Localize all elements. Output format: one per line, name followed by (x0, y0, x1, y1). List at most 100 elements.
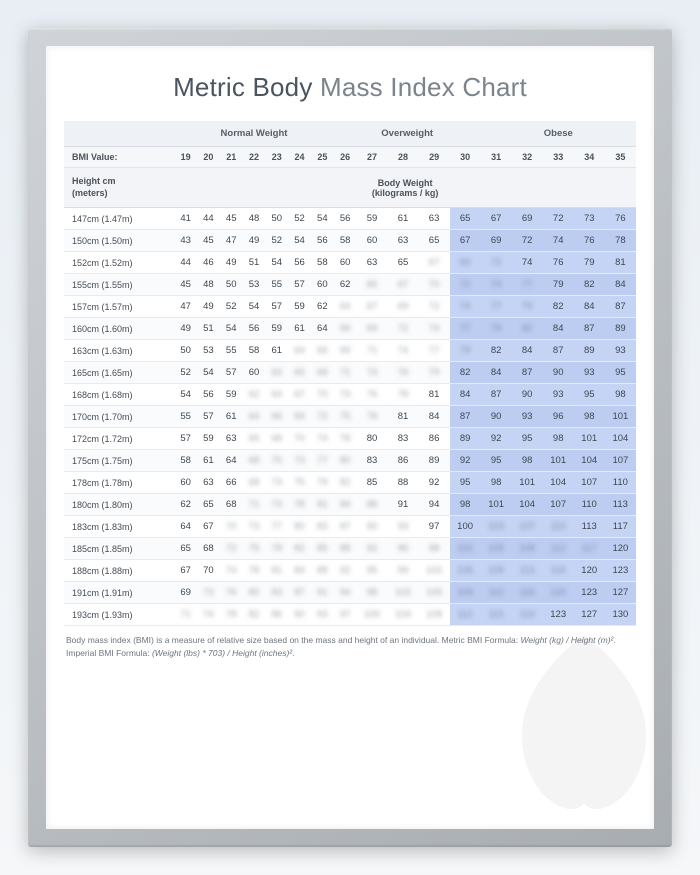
weight-cell: 75 (334, 406, 357, 428)
table-body: 147cm (1.47m)414445485052545659616365676… (64, 208, 636, 626)
weight-cell: 68 (265, 428, 288, 450)
weight-cell: 98 (481, 472, 512, 494)
weight-cell: 54 (197, 362, 220, 384)
weight-cell: 83 (265, 582, 288, 604)
weight-cell: 77 (311, 450, 334, 472)
weight-cell: 119 (512, 604, 543, 626)
weight-cell: 73 (243, 516, 266, 538)
weight-cell: 47 (174, 296, 197, 318)
weight-cell: 110 (543, 516, 574, 538)
weight-cell: 130 (605, 604, 636, 626)
weight-cell: 81 (388, 406, 419, 428)
weight-cell: 70 (220, 516, 243, 538)
weight-cell: 98 (450, 494, 481, 516)
height-cell: 183cm (1.83m) (64, 516, 174, 538)
weight-cell: 62 (334, 274, 357, 296)
weight-cell: 108 (512, 538, 543, 560)
weight-cell: 59 (288, 296, 311, 318)
weight-cell: 74 (419, 318, 450, 340)
weight-cell: 65 (450, 208, 481, 230)
weight-cell: 70 (197, 560, 220, 582)
table-row: 183cm (1.83m)646770737780838790939710010… (64, 516, 636, 538)
weight-cell: 80 (288, 516, 311, 538)
weight-cell: 112 (481, 582, 512, 604)
weight-cell: 78 (243, 560, 266, 582)
weight-cell: 83 (311, 516, 334, 538)
weight-cell: 64 (220, 450, 243, 472)
weight-cell: 60 (311, 274, 334, 296)
weight-cell: 63 (265, 362, 288, 384)
weight-cell: 127 (605, 582, 636, 604)
weight-cell: 82 (543, 296, 574, 318)
weight-cell: 74 (512, 252, 543, 274)
weight-cell: 82 (481, 340, 512, 362)
weight-cell: 69 (174, 582, 197, 604)
weight-cell: 97 (334, 604, 357, 626)
weight-cell: 120 (605, 538, 636, 560)
weight-cell: 88 (388, 472, 419, 494)
weight-cell: 88 (334, 538, 357, 560)
weight-cell: 87 (512, 362, 543, 384)
weight-cell: 84 (450, 384, 481, 406)
weight-cell: 107 (512, 516, 543, 538)
weight-cell: 74 (450, 296, 481, 318)
weight-cell: 53 (197, 340, 220, 362)
weight-cell: 82 (512, 318, 543, 340)
weight-cell: 92 (481, 428, 512, 450)
weight-cell: 72 (220, 538, 243, 560)
weight-cell: 95 (605, 362, 636, 384)
weight-cell: 92 (450, 450, 481, 472)
weight-cell: 57 (288, 274, 311, 296)
bmi-value: 20 (197, 147, 220, 168)
weight-cell: 123 (605, 560, 636, 582)
weight-cell: 89 (450, 428, 481, 450)
weight-cell: 120 (574, 560, 605, 582)
table-row: 191cm (1.91m)697376808387919498102105109… (64, 582, 636, 604)
footnote: Body mass index (BMI) is a measure of re… (64, 634, 636, 659)
weight-cell: 102 (388, 582, 419, 604)
weight-cell: 64 (174, 516, 197, 538)
weight-cell: 81 (311, 494, 334, 516)
height-cell: 150cm (1.50m) (64, 230, 174, 252)
weight-cell: 117 (574, 538, 605, 560)
weight-cell: 106 (450, 560, 481, 582)
weight-cell: 49 (197, 296, 220, 318)
weight-cell: 67 (450, 230, 481, 252)
weight-cell: 75 (288, 472, 311, 494)
weight-cell: 95 (388, 538, 419, 560)
height-cell: 165cm (1.65m) (64, 362, 174, 384)
weight-cell: 93 (311, 604, 334, 626)
weight-cell: 68 (243, 472, 266, 494)
weight-cell: 68 (220, 494, 243, 516)
weight-cell: 69 (450, 252, 481, 274)
weight-cell: 48 (243, 208, 266, 230)
weight-cell: 58 (334, 230, 357, 252)
bmi-row: BMI Value:192021222324252627282930313233… (64, 147, 636, 168)
weight-cell: 77 (481, 296, 512, 318)
weight-cell: 76 (388, 362, 419, 384)
weight-cell: 123 (574, 582, 605, 604)
bmi-value: 30 (450, 147, 481, 168)
weight-cell: 93 (605, 340, 636, 362)
weight-cell: 47 (220, 230, 243, 252)
weight-cell: 74 (388, 340, 419, 362)
weight-cell: 98 (574, 406, 605, 428)
footnote-text: Body mass index (BMI) is a measure of re… (66, 635, 520, 645)
weight-cell: 80 (357, 428, 388, 450)
weight-cell: 87 (481, 384, 512, 406)
weight-cell: 52 (174, 362, 197, 384)
weight-cell: 78 (220, 604, 243, 626)
height-cell: 172cm (1.72m) (64, 428, 174, 450)
height-cell: 170cm (1.70m) (64, 406, 174, 428)
weight-cell: 72 (388, 318, 419, 340)
table-row: 147cm (1.47m)414445485052545659616365676… (64, 208, 636, 230)
weight-cell: 74 (311, 428, 334, 450)
weight-cell: 102 (450, 538, 481, 560)
weight-cell: 87 (450, 406, 481, 428)
table-row: 188cm (1.88m)677074788184889295991021061… (64, 560, 636, 582)
weight-cell: 87 (605, 296, 636, 318)
height-cell: 155cm (1.55m) (64, 274, 174, 296)
weight-cell: 60 (357, 230, 388, 252)
weight-cell: 105 (419, 582, 450, 604)
weight-cell: 109 (481, 560, 512, 582)
